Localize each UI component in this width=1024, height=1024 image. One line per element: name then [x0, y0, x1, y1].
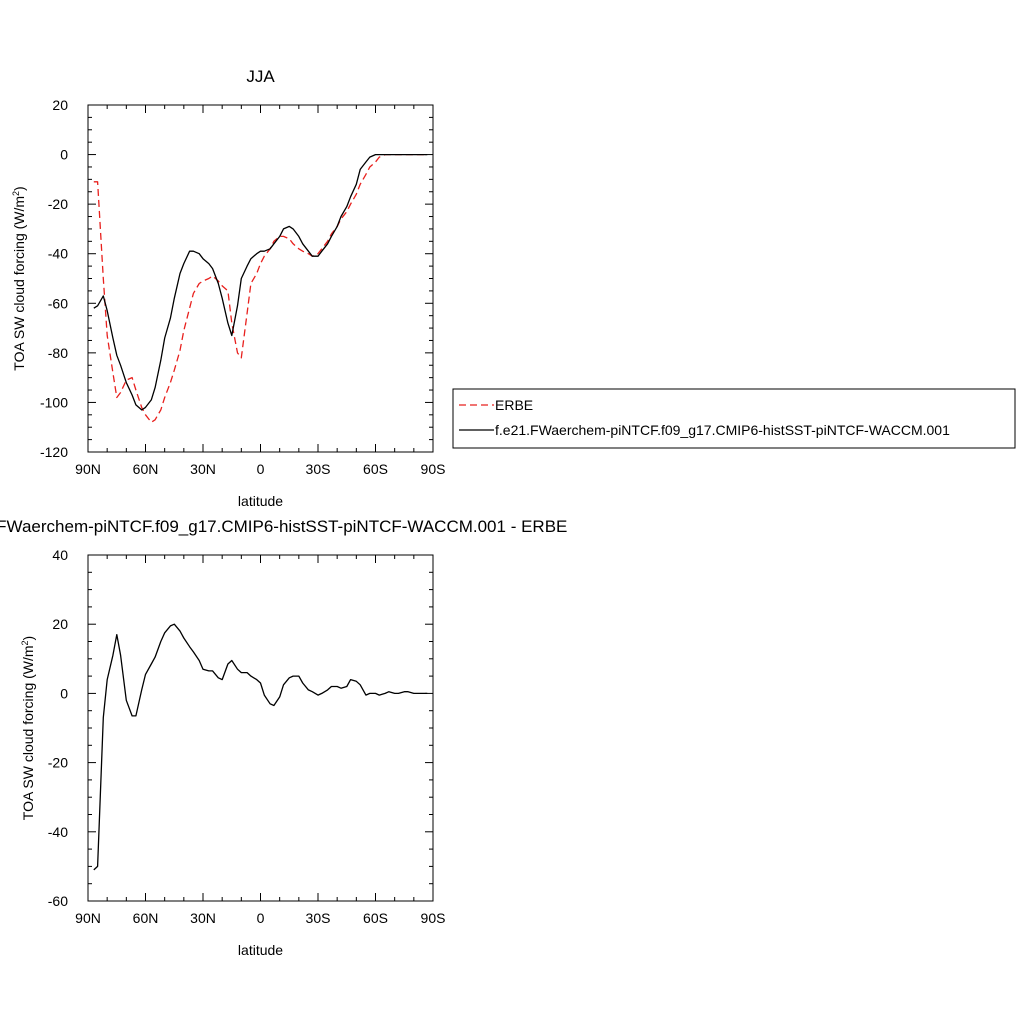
chart-panel-2: f.e21.FWaerchem-piNTCF.f09_g17.CMIP6-his…: [0, 517, 567, 958]
chart-title: JJA: [246, 67, 275, 86]
legend-box: [452, 388, 1016, 449]
y-tick-label: -60: [48, 893, 68, 909]
x-tick-label: 0: [257, 910, 265, 926]
y-axis-label-superscript: 2: [20, 640, 30, 645]
y-axis-label-close: ): [11, 186, 27, 191]
x-tick-label: 30N: [190, 910, 216, 926]
plot-frame: [87, 554, 434, 902]
y-tick-label: -40: [48, 246, 68, 262]
y-tick-label: -20: [48, 196, 68, 212]
series-line-1: [93, 153, 428, 423]
y-tick-label: -100: [40, 394, 68, 410]
y-axis-label-text: TOA SW cloud forcing (W/m: [20, 645, 36, 820]
x-tick-label: 90N: [75, 461, 101, 477]
y-tick-label: 0: [60, 147, 68, 163]
y-axis-label-close: ): [20, 636, 36, 641]
y-tick-label: -80: [48, 345, 68, 361]
series-line-1: [93, 623, 428, 871]
x-tick-label: 30S: [306, 461, 331, 477]
y-tick-label: 20: [52, 97, 68, 113]
x-tick-label: 0: [257, 461, 265, 477]
y-tick-label: 40: [52, 547, 68, 563]
legend: ERBE f.e21.FWaerchem-piNTCF.f09_g17.CMIP6…: [452, 388, 1016, 449]
y-tick-label: -120: [40, 444, 68, 460]
legend-label-2: f.e21.FWaerchem-piNTCF.f09_g17.CMIP6-his…: [495, 422, 950, 438]
x-tick-label: 90N: [75, 910, 101, 926]
x-axis-label: latitude: [238, 942, 283, 958]
y-tick-label: 0: [60, 685, 68, 701]
x-tick-label: 60N: [133, 461, 159, 477]
y-tick-label: 20: [52, 616, 68, 632]
y-axis-label: TOA SW cloud forcing (W/m2): [11, 186, 27, 370]
y-tick-label: -40: [48, 824, 68, 840]
y-axis-label-superscript: 2: [11, 191, 21, 196]
y-axis-label: TOA SW cloud forcing (W/m2): [20, 636, 36, 820]
legend-label-1: ERBE: [495, 397, 533, 413]
chart-panel-1: JJA 90N 60N 30N 0 30S 60S 90S -120 -100 -80 -60 -40 -…: [11, 67, 1016, 509]
x-tick-label: 60S: [363, 910, 388, 926]
x-tick-label: 30S: [306, 910, 331, 926]
y-axis-label-text: TOA SW cloud forcing (W/m: [11, 196, 27, 371]
y-tick-label: -60: [48, 295, 68, 311]
chart-title: f.e21.FWaerchem-piNTCF.f09_g17.CMIP6-his…: [0, 517, 567, 536]
x-tick-label: 60S: [363, 461, 388, 477]
x-tick-label: 90S: [421, 461, 446, 477]
y-tick-label: -20: [48, 755, 68, 771]
x-tick-label: 60N: [133, 910, 159, 926]
x-axis-label: latitude: [238, 493, 283, 509]
x-tick-label: 30N: [190, 461, 216, 477]
x-tick-label: 90S: [421, 910, 446, 926]
series-line-2: [93, 153, 428, 411]
